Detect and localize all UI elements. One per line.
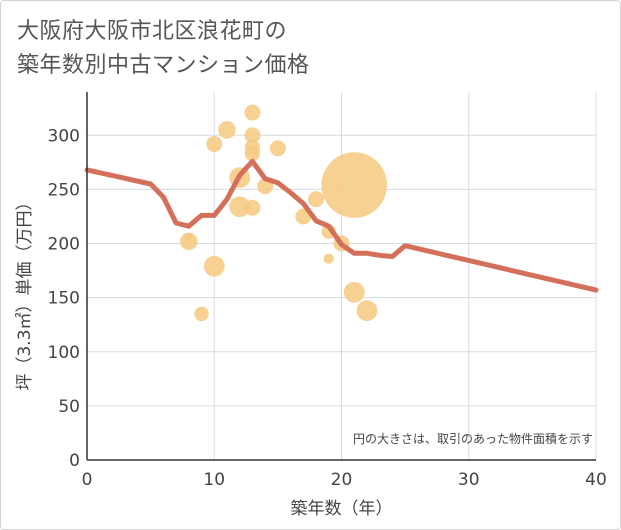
bubble-point-19 [323,253,334,264]
bubble-point-6 [218,121,236,139]
bubble-point-3 [194,306,209,322]
x-tick-label-40: 40 [585,470,607,490]
bubble-point-8 [229,196,251,218]
y-tick-label-200: 200 [48,235,80,255]
bubble-point-10 [244,127,261,144]
chart-title: 大阪府大阪市北区浪花町の 築年数別中古マンション価格 [17,15,310,83]
x-tick-label-20: 20 [331,470,353,490]
gridlines [87,92,597,460]
y-tick-label-100: 100 [48,343,80,363]
y-tick-label-300: 300 [48,126,80,146]
average-line-series [84,158,599,293]
bubble-point-5 [203,255,225,277]
y-tick-label-250: 250 [48,180,80,200]
chart-title-line-2: 築年数別中古マンション価格 [17,53,310,78]
x-axis-title: 築年数（年） [291,499,393,519]
bubble-point-4 [206,135,223,152]
x-tick-label-0: 0 [82,470,93,490]
x-tick-label-30: 30 [458,470,480,490]
y-axis-title: 坪（3.3㎡）単価（万円） [15,193,35,390]
bubble-point-13 [244,199,261,216]
chart-title-line-1: 大阪府大阪市北区浪花町の [17,19,288,44]
bubble-size-note: 円の大きさは、取引のあった物件面積を示す [353,431,593,446]
bubble-point-17 [308,191,325,208]
average-price-line [84,158,599,293]
bubble-point-2 [184,233,193,242]
y-tick-label-150: 150 [48,289,80,309]
x-tick-label-10: 10 [203,470,225,490]
bubble-point-23 [356,300,378,322]
bubble-point-1 [180,232,198,251]
bubble-point-12 [244,146,261,162]
bubble-point-9 [244,104,261,121]
bubble-point-22 [343,281,365,303]
bubble-series [180,104,388,322]
bubble-point-15 [269,140,286,157]
tick-labels: 0 50 100 150 200 250 300 0 10 20 30 40 [48,126,607,490]
y-tick-label-0: 0 [69,451,80,471]
bubble-point-21 [321,152,388,218]
axes [86,92,596,461]
y-tick-label-50: 50 [58,397,80,417]
